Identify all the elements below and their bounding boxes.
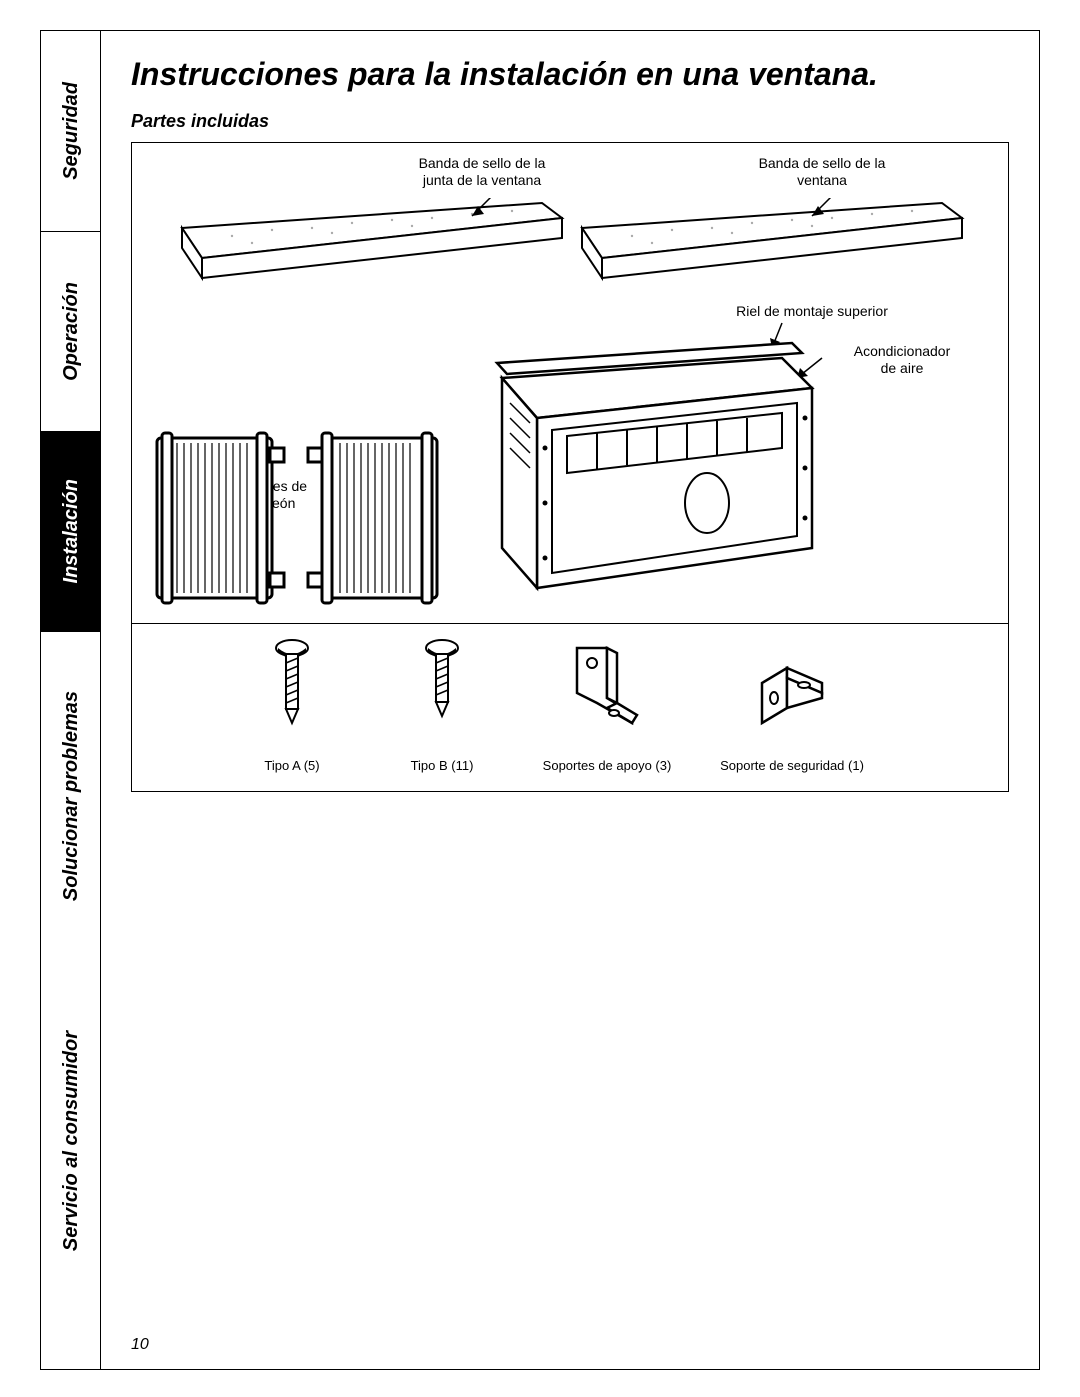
- tab-label: Servicio al consumidor: [60, 1031, 83, 1251]
- ac-unit-illustration: [442, 318, 842, 613]
- support-bracket-illustration: [572, 643, 642, 733]
- tab-label: Solucionar problemas: [60, 691, 83, 901]
- label-seal-joint: Banda de sello de la junta de la ventana: [392, 155, 572, 189]
- page-title: Instrucciones para la instalación en una…: [131, 56, 1009, 93]
- section-title: Partes incluidas: [131, 111, 1009, 132]
- seal-strip-left-illustration: [172, 198, 572, 293]
- tab-solucionar: Solucionar problemas: [41, 631, 101, 961]
- label-seal-window: Banda de sello de la ventana: [732, 155, 912, 189]
- label-type-b: Tipo B (11): [352, 758, 532, 773]
- content-area: Instrucciones para la instalación en una…: [101, 31, 1039, 1369]
- security-bracket-illustration: [752, 648, 832, 733]
- screw-type-a-illustration: [272, 638, 312, 733]
- tab-label: Instalación: [60, 479, 83, 583]
- parts-box-divider: [132, 623, 1008, 624]
- accordion-panels-illustration: [142, 423, 452, 618]
- tab-instalacion: Instalación: [41, 431, 101, 631]
- tab-label: Seguridad: [60, 82, 83, 180]
- tab-label: Operación: [60, 282, 83, 381]
- sidebar: Seguridad Operación Instalación Solucion…: [41, 31, 101, 1369]
- tab-servicio: Servicio al consumidor: [41, 961, 101, 1321]
- parts-diagram-box: Banda de sello de la junta de la ventana…: [131, 142, 1009, 792]
- tab-operacion: Operación: [41, 231, 101, 431]
- label-security-bracket: Soporte de seguridad (1): [702, 758, 882, 773]
- screw-type-b-illustration: [422, 638, 462, 733]
- page-number: 10: [131, 1336, 149, 1354]
- seal-strip-right-illustration: [572, 198, 972, 293]
- page-frame: Seguridad Operación Instalación Solucion…: [40, 30, 1040, 1370]
- label-ac-unit: Acondicionador de aire: [832, 343, 972, 377]
- tab-seguridad: Seguridad: [41, 31, 101, 231]
- label-support-brackets: Soportes de apoyo (3): [517, 758, 697, 773]
